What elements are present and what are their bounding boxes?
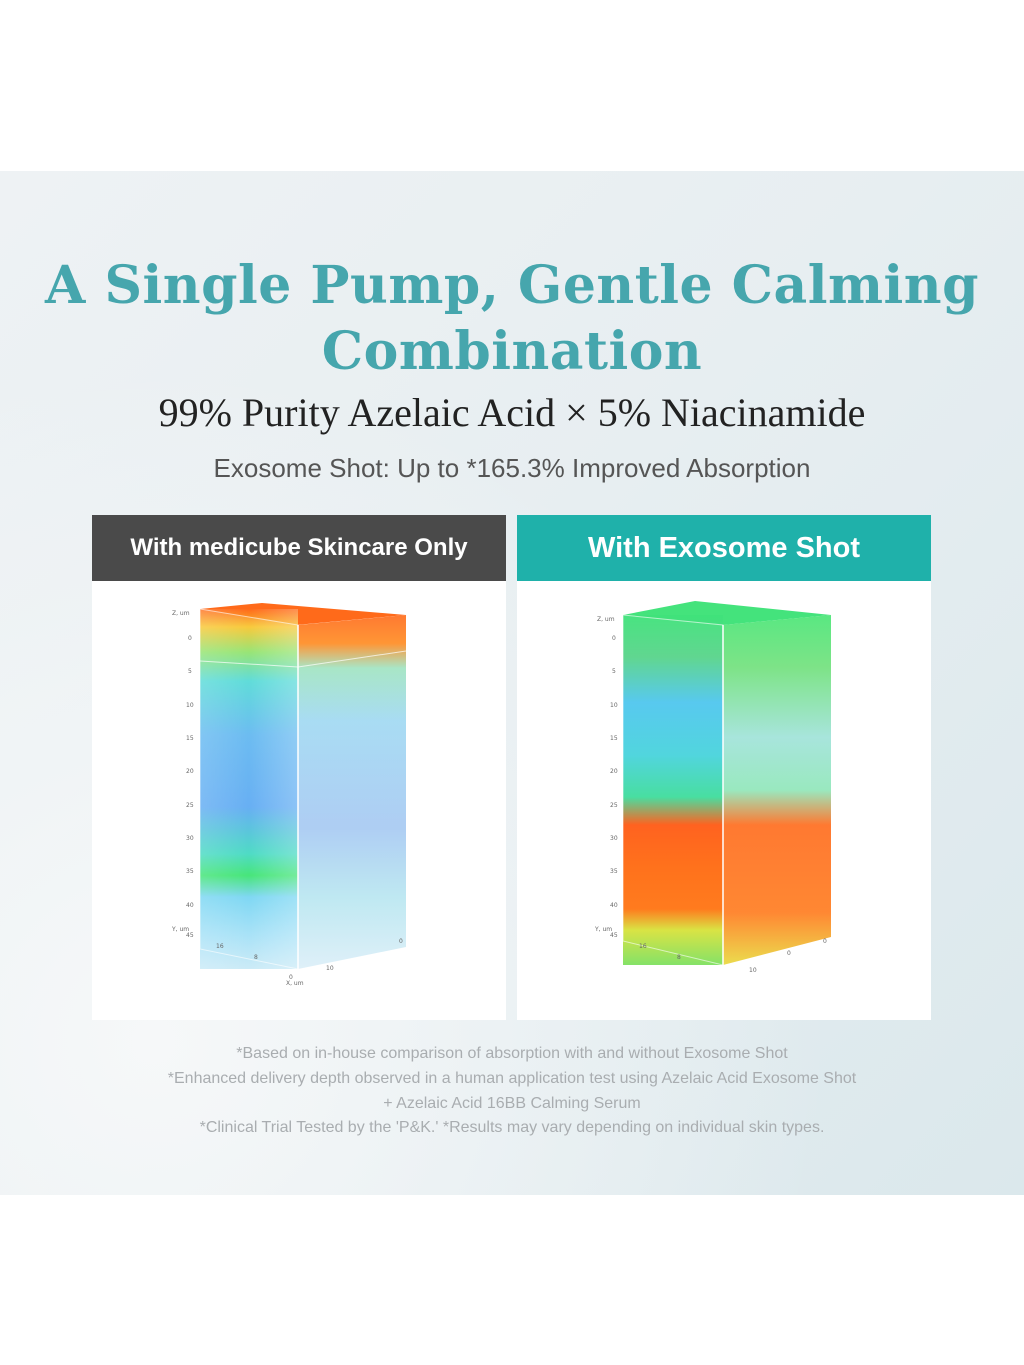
- z-tick: 35: [610, 868, 618, 875]
- headline-line-1: A Single Pump, Gentle Calming: [45, 255, 979, 316]
- comparison-card-without: With medicube Skincare Only: [92, 515, 506, 1020]
- base-tick: 16: [216, 943, 224, 950]
- z-tick: 20: [610, 768, 618, 775]
- z-tick: 40: [610, 902, 618, 909]
- z-tick: 15: [610, 735, 618, 742]
- z-tick: 30: [186, 835, 194, 842]
- base-tick: 10: [326, 965, 334, 972]
- absorption-cube-with: Z, um 0 5 10 15 20 25 30 35 40 45 Y, um …: [594, 601, 831, 974]
- formula-text: 99% Purity Azelaic Acid × 5% Niacinamide: [158, 390, 866, 435]
- z-tick: 40: [186, 902, 194, 909]
- z-tick: 45: [610, 932, 618, 939]
- z-tick: 10: [610, 702, 618, 709]
- base-tick: 8: [254, 954, 258, 961]
- z-tick: 45: [186, 932, 194, 939]
- base-tick: 8: [677, 954, 681, 961]
- z-tick: 30: [610, 835, 618, 842]
- axis-title-y: Y, um: [594, 926, 612, 933]
- z-tick: 5: [188, 668, 192, 675]
- z-tick: 25: [186, 802, 194, 809]
- base-tick: 10: [749, 967, 757, 974]
- cube-side-face: [298, 615, 406, 969]
- z-tick: 10: [186, 702, 194, 709]
- z-tick: 5: [612, 668, 616, 675]
- card-header-without: With medicube Skincare Only: [92, 515, 506, 581]
- axis-title-z: Z, um: [172, 610, 190, 617]
- comparison-card-with: With Exosome Shot: [517, 515, 931, 1020]
- axis-title-y: Y, um: [171, 926, 189, 933]
- card-header-with: With Exosome Shot: [517, 515, 931, 581]
- z-tick: 25: [610, 802, 618, 809]
- headline-line-2: Combination: [321, 321, 703, 382]
- subheadline: Exosome Shot: Up to *165.3% Improved Abs…: [213, 453, 811, 483]
- base-tick: 0: [289, 974, 293, 981]
- z-tick: 0: [188, 635, 192, 642]
- z-tick: 35: [186, 868, 194, 875]
- footnote: + Azelaic Acid 16BB Calming Serum: [383, 1095, 641, 1112]
- absorption-cube-without: Z, um 0 5 10 15 20 25 30 35 40 45 Y, um …: [171, 603, 407, 987]
- base-tick: 16: [639, 943, 647, 950]
- footnote: *Enhanced delivery depth observed in a h…: [167, 1070, 857, 1087]
- axis-title-x: X, um: [286, 980, 304, 987]
- z-tick: 20: [186, 768, 194, 775]
- axis-title-z: Z, um: [597, 616, 615, 623]
- z-tick: 15: [186, 735, 194, 742]
- footnote: *Clinical Trial Tested by the 'P&K.' *Re…: [199, 1119, 825, 1136]
- cube-top-face: [200, 603, 406, 625]
- base-tick: 0: [787, 950, 791, 957]
- cube-front-face: [623, 615, 723, 965]
- z-tick: 0: [612, 635, 616, 642]
- cube-side-face: [723, 615, 831, 965]
- base-tick: 0: [399, 938, 403, 945]
- promo-panel: A Single Pump, Gentle Calming Combinatio…: [0, 171, 1024, 1195]
- footnote: *Based on in-house comparison of absorpt…: [236, 1045, 788, 1062]
- base-tick: 0: [823, 938, 827, 945]
